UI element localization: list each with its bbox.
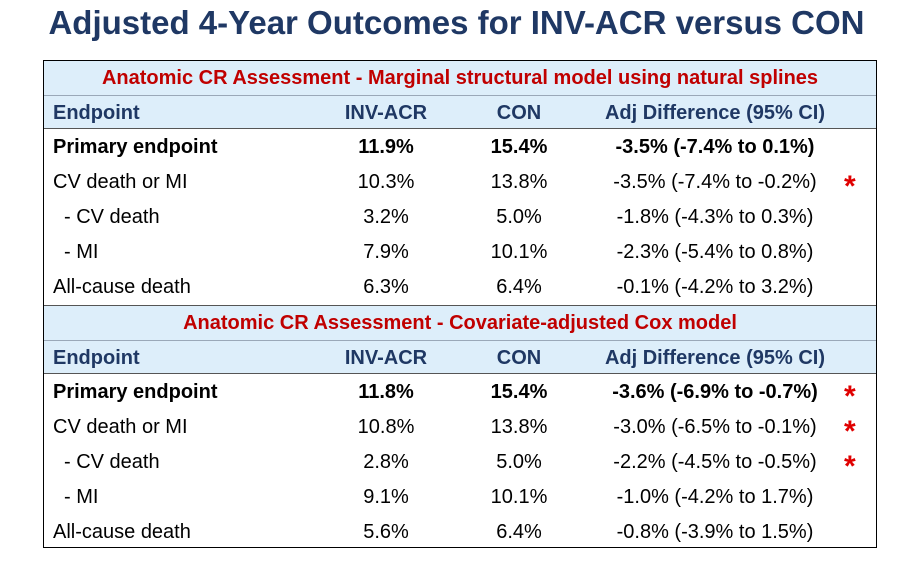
- table-row: - MI 7.9% 10.1% -2.3% (-5.4% to 0.8%): [44, 235, 876, 270]
- row-adj-difference: -0.8% (-3.9% to 1.5%): [616, 521, 814, 543]
- row-con: 15.4%: [490, 136, 548, 158]
- header-inv-acr: INV-ACR: [344, 102, 428, 124]
- row-endpoint: - MI: [64, 241, 99, 263]
- table-row: CV death or MI 10.8% 13.8% -3.0% (-6.5% …: [44, 410, 876, 448]
- row-inv-acr: 9.1%: [363, 486, 409, 508]
- row-inv-acr: 5.6%: [363, 521, 409, 543]
- header-con: CON: [496, 102, 542, 124]
- header-adj-difference: Adj Difference (95% CI): [604, 347, 826, 369]
- table-row: - CV death 3.2% 5.0% -1.8% (-4.3% to 0.3…: [44, 200, 876, 235]
- table-row: - MI 9.1% 10.1% -1.0% (-4.2% to 1.7%): [44, 480, 876, 515]
- section-2-title: Anatomic CR Assessment - Covariate-adjus…: [44, 306, 876, 340]
- row-adj-difference: -2.2% (-4.5% to -0.5%): [613, 451, 817, 473]
- row-endpoint: - MI: [64, 486, 99, 508]
- row-adj-difference: -3.5% (-7.4% to -0.2%): [613, 171, 817, 193]
- table-row: Primary endpoint 11.8% 15.4% -3.6% (-6.9…: [44, 375, 876, 413]
- row-con: 5.0%: [496, 206, 542, 228]
- row-con: 10.1%: [490, 241, 548, 263]
- section-1-header-row: Endpoint INV-ACR CON Adj Difference (95%…: [44, 95, 876, 129]
- row-adj-difference: -1.8% (-4.3% to 0.3%): [616, 206, 814, 228]
- row-con: 10.1%: [490, 486, 548, 508]
- table-row: - CV death 2.8% 5.0% -2.2% (-4.5% to -0.…: [44, 445, 876, 483]
- significance-asterisk: *: [844, 380, 856, 413]
- row-adj-difference: -2.3% (-5.4% to 0.8%): [616, 241, 814, 263]
- row-con: 13.8%: [490, 171, 548, 193]
- significance-asterisk: *: [844, 450, 856, 483]
- row-adj-difference: -3.0% (-6.5% to -0.1%): [613, 416, 817, 438]
- header-endpoint: Endpoint: [53, 102, 140, 124]
- row-inv-acr: 3.2%: [363, 206, 409, 228]
- row-endpoint: Primary endpoint: [53, 136, 218, 158]
- row-con: 6.4%: [496, 276, 542, 298]
- row-inv-acr: 11.8%: [358, 381, 414, 403]
- row-inv-acr: 10.3%: [357, 171, 415, 193]
- row-adj-difference: -1.0% (-4.2% to 1.7%): [616, 486, 814, 508]
- row-endpoint: CV death or MI: [53, 416, 188, 438]
- row-endpoint: - CV death: [64, 206, 160, 228]
- row-endpoint: All-cause death: [53, 276, 191, 298]
- row-endpoint: - CV death: [64, 451, 160, 473]
- row-endpoint: All-cause death: [53, 521, 191, 543]
- row-adj-difference: -0.1% (-4.2% to 3.2%): [616, 276, 814, 298]
- significance-asterisk: *: [844, 170, 856, 203]
- row-endpoint: CV death or MI: [53, 171, 188, 193]
- header-inv-acr: INV-ACR: [344, 347, 428, 369]
- significance-asterisk: *: [844, 415, 856, 448]
- header-con: CON: [496, 347, 542, 369]
- header-endpoint: Endpoint: [53, 347, 140, 369]
- table-row: Primary endpoint 11.9% 15.4% -3.5% (-7.4…: [44, 130, 876, 165]
- table-row: All-cause death 5.6% 6.4% -0.8% (-3.9% t…: [44, 515, 876, 550]
- row-con: 5.0%: [496, 451, 542, 473]
- outcomes-table: Anatomic CR Assessment - Marginal struct…: [43, 60, 877, 548]
- table-row: All-cause death 6.3% 6.4% -0.1% (-4.2% t…: [44, 270, 876, 305]
- section-divider: [44, 305, 876, 306]
- row-con: 6.4%: [496, 521, 542, 543]
- table-row: CV death or MI 10.3% 13.8% -3.5% (-7.4% …: [44, 165, 876, 203]
- row-inv-acr: 6.3%: [363, 276, 409, 298]
- row-adj-difference: -3.5% (-7.4% to 0.1%): [615, 136, 815, 158]
- header-adj-difference: Adj Difference (95% CI): [604, 102, 826, 124]
- page-title: Adjusted 4-Year Outcomes for INV-ACR ver…: [48, 4, 865, 41]
- row-adj-difference: -3.6% (-6.9% to -0.7%): [612, 381, 818, 403]
- row-inv-acr: 10.8%: [357, 416, 415, 438]
- section-1-title: Anatomic CR Assessment - Marginal struct…: [44, 61, 876, 95]
- row-inv-acr: 11.9%: [358, 136, 414, 158]
- row-endpoint: Primary endpoint: [53, 381, 218, 403]
- row-inv-acr: 7.9%: [363, 241, 409, 263]
- section-2-header-row: Endpoint INV-ACR CON Adj Difference (95%…: [44, 340, 876, 374]
- row-con: 15.4%: [490, 381, 548, 403]
- row-con: 13.8%: [490, 416, 548, 438]
- row-inv-acr: 2.8%: [363, 451, 409, 473]
